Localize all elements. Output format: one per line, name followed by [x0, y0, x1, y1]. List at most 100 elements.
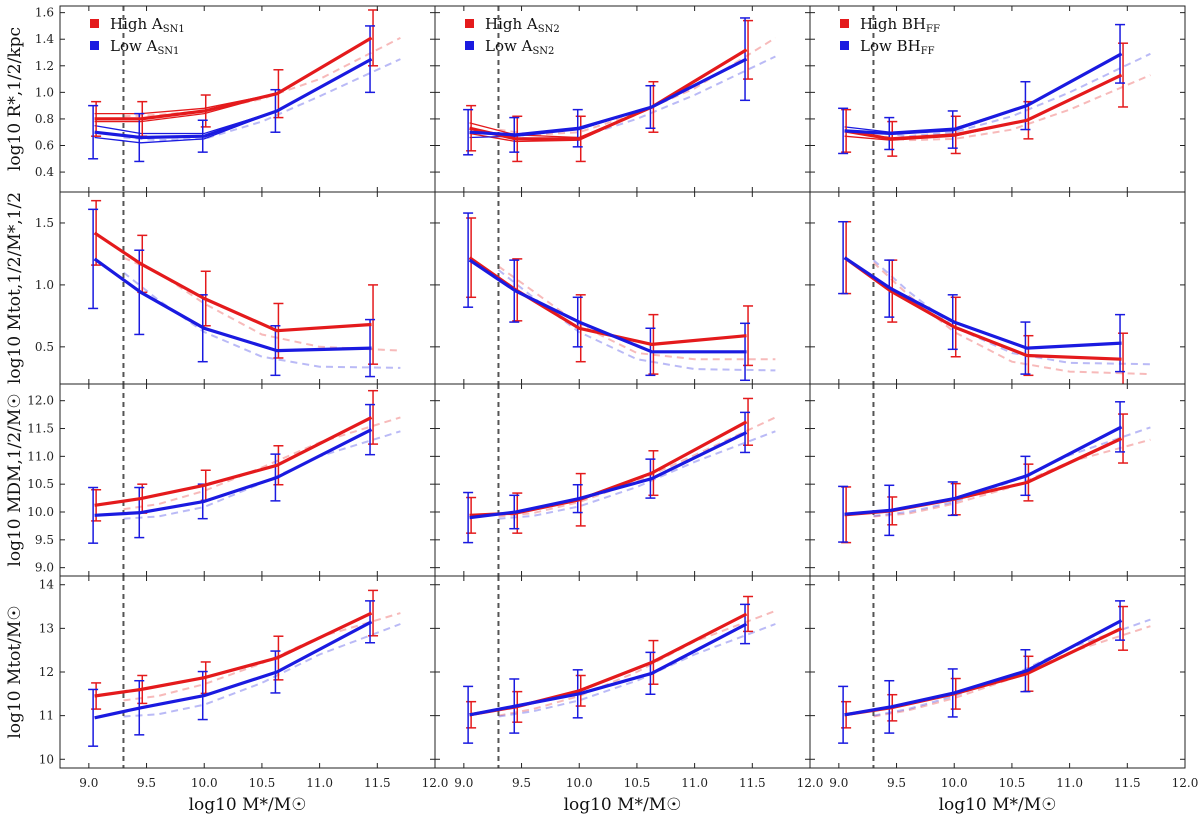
y-tick-label: 0.6	[35, 139, 54, 153]
labels-layer: log10 R*,1/2/kpc log10 Mtot,1/2/M*,1/2 log…	[5, 27, 1056, 815]
low-series-line	[469, 430, 748, 520]
low-dashed-line	[873, 52, 1151, 138]
high-dashed-line	[872, 261, 1151, 376]
y-tick-label: 11.0	[27, 449, 54, 463]
plot-area	[463, 6, 776, 192]
panel-frame	[434, 383, 811, 577]
legend-high-sub: SN2	[538, 24, 560, 35]
y-tick-label: 1.4	[35, 32, 54, 46]
low-series-line	[469, 57, 748, 137]
panel-r2-c2	[809, 383, 1186, 577]
panel-r2-c1	[434, 383, 811, 577]
low-variant-line-0	[94, 58, 372, 135]
x-tick-label: 10.0	[191, 776, 218, 790]
low-dashed-line	[123, 58, 401, 142]
low-dashed-line	[497, 269, 776, 372]
panel-frame	[434, 5, 811, 193]
y-tick-label: 9.5	[35, 533, 54, 547]
panel-frame	[59, 191, 436, 385]
x-tick-label: 12.0	[1172, 776, 1199, 790]
high-series-line	[93, 231, 372, 333]
plot-area	[463, 384, 776, 576]
y-tick-label: 0.5	[35, 340, 54, 354]
low-series-line	[468, 258, 747, 354]
low-series-line	[844, 619, 1123, 717]
panel-r3-c1: 9.0 9.5 10.0 10.5 11.0 11.5 12.0	[434, 575, 824, 790]
high-dashed-line	[123, 416, 401, 511]
low-series-line	[94, 620, 373, 720]
panel-frame	[809, 5, 1186, 193]
x-tick-label: 10.5	[999, 776, 1026, 790]
low-dashed-line	[498, 55, 776, 140]
panel-frame	[809, 383, 1186, 577]
x-tick-label: 9.5	[137, 776, 156, 790]
y-tick-label: 12.0	[27, 394, 54, 408]
high-dashed-line	[123, 256, 401, 352]
plot-area	[838, 6, 1151, 192]
legend-low-swatch	[465, 41, 474, 50]
plot-area	[838, 576, 1151, 768]
legend-low-text: Low A	[485, 37, 533, 55]
x-tick-label: 11.5	[739, 776, 766, 790]
y-tick-label: 11	[39, 709, 54, 723]
legend-low-sub: SN2	[532, 46, 554, 57]
high-series-line	[469, 48, 748, 141]
y-tick-label: 14	[39, 578, 55, 592]
legend-low-text: Low BH	[860, 37, 921, 55]
legend-high-sub: FF	[926, 24, 940, 35]
y-tick-label: 1.2	[35, 59, 54, 73]
low-dashed-line	[498, 623, 776, 718]
x-tick-label: 10.5	[249, 776, 276, 790]
y-axis-label: log10 R*,1/2/kpc	[5, 27, 25, 171]
y-tick-label: 1.5	[35, 216, 54, 230]
y-tick-label: 10.0	[27, 505, 54, 519]
panel-frame	[59, 383, 436, 577]
legend-high-swatch	[465, 19, 474, 28]
panel-frame	[809, 191, 1186, 385]
low-dashed-line	[122, 271, 401, 369]
plot-area	[838, 384, 1151, 576]
low-series-line	[844, 425, 1123, 516]
low-dashed-line	[123, 430, 401, 520]
plot-area	[463, 576, 776, 768]
low-series-line	[93, 257, 372, 353]
legend-high-text: High A	[485, 15, 538, 33]
x-tick-label: 12.0	[797, 776, 824, 790]
x-tick-label: 9.0	[454, 776, 473, 790]
panel-r3-c2: 9.0 9.5 10.0 10.5 11.0 11.5 12.0	[809, 575, 1199, 790]
panel-r1-c1	[434, 191, 811, 385]
low-dashed-line	[873, 426, 1151, 517]
y-tick-label: 0.8	[35, 112, 54, 126]
y-tick-label: 11.5	[27, 422, 54, 436]
y-tick-label: 1.6	[35, 6, 54, 20]
panel-frame	[434, 575, 811, 769]
legend-high-label: High BHFF	[860, 15, 940, 35]
high-series-line	[468, 256, 747, 346]
panel-r3-c0: 10 11 12 13 14 9.0 9.5 10.0 10.5 11.0 11.5 12.0	[39, 575, 449, 790]
y-tick-label: 0.4	[35, 165, 54, 179]
legend-low-label: Low BHFF	[860, 37, 935, 57]
x-tick-label: 12.0	[422, 776, 449, 790]
x-tick-label: 10.5	[624, 776, 651, 790]
legend-low-label: Low ASN1	[110, 37, 179, 57]
low-series-line	[469, 622, 748, 717]
x-tick-label: 9.5	[512, 776, 531, 790]
y-tick-label: 1.0	[35, 278, 54, 292]
high-series-line	[94, 611, 373, 698]
y-tick-label: 12	[39, 665, 54, 679]
legend-low-swatch	[840, 41, 849, 50]
high-series-line	[469, 420, 748, 517]
legend-low-sub: SN1	[157, 46, 179, 57]
high-dashed-line	[873, 438, 1151, 518]
low-series-line	[94, 428, 373, 517]
panel-r2-c0: 9.0 9.5 10.0 10.5 11.0 11.5 12.0	[27, 383, 436, 577]
panel-r1-c2	[809, 191, 1186, 385]
x-tick-label: 9.5	[887, 776, 906, 790]
y-tick-label: 10.5	[27, 477, 54, 491]
legend-low-text: Low A	[110, 37, 158, 55]
high-series-line	[94, 415, 373, 507]
low-series-line	[94, 57, 373, 140]
